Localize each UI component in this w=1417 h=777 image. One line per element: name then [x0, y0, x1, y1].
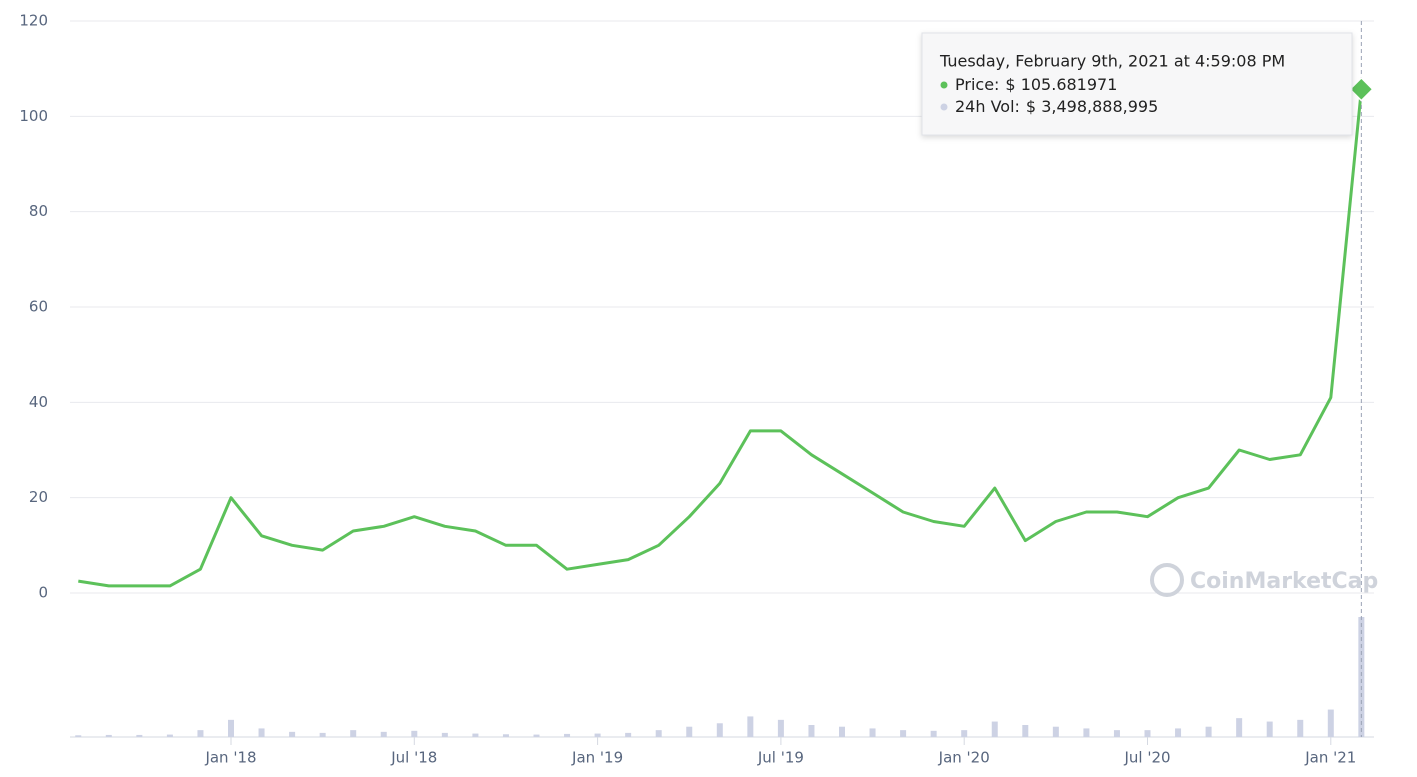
volume-bar — [258, 728, 265, 737]
volume-bar — [472, 733, 479, 737]
volume-bar — [105, 734, 112, 737]
volume-bar — [1236, 718, 1243, 737]
volume-bar — [900, 730, 907, 737]
tooltip-item: Price: $ 105.681971 — [955, 75, 1117, 94]
volume-bar — [441, 732, 448, 737]
volume-bar — [136, 734, 143, 737]
tooltip-box — [921, 32, 1353, 136]
x-tick-label: Jan '20 — [938, 749, 990, 767]
y-tick-label: 40 — [29, 393, 48, 411]
tooltip-label: Price: — [955, 75, 999, 94]
volume-bar — [869, 728, 876, 737]
hover-point — [1348, 76, 1374, 102]
y-tick-label: 100 — [19, 107, 48, 125]
volume-bar — [564, 733, 571, 737]
volume-bar — [1358, 617, 1365, 737]
volume-bar — [686, 726, 693, 737]
volume-bar — [961, 730, 968, 737]
x-tick-label: Jan '18 — [204, 749, 256, 767]
volume-bar — [777, 719, 784, 737]
x-tick-label: Jan '19 — [571, 749, 623, 767]
volume-bar — [1113, 730, 1120, 737]
volume-bar — [716, 723, 723, 737]
x-tick-label: Jul '18 — [390, 749, 437, 767]
watermark-logo — [1150, 563, 1184, 597]
volume-bar — [75, 735, 82, 737]
y-tick-label: 60 — [29, 298, 48, 316]
x-tick-label: Jul '19 — [757, 749, 804, 767]
x-tick-label: Jan '21 — [1304, 749, 1356, 767]
volume-bar — [1022, 724, 1029, 737]
volume-bar — [808, 724, 815, 737]
volume-bar — [319, 732, 326, 737]
volume-bar — [350, 730, 357, 737]
tooltip: Tuesday, February 9th, 2021 at 4:59:08 P… — [921, 32, 1353, 136]
volume-bar — [839, 726, 845, 737]
volume-bar — [594, 733, 601, 737]
volume-bar — [166, 734, 173, 737]
volume-bar — [1297, 719, 1304, 737]
volume-bar — [625, 732, 632, 737]
tooltip-value: $ 105.681971 — [1005, 75, 1117, 94]
volume-bar — [1175, 728, 1182, 737]
tooltip-dot — [940, 81, 948, 89]
volume-bar — [1052, 726, 1059, 737]
volume-bar — [380, 731, 387, 737]
y-tick-label: 0 — [38, 584, 48, 602]
volume-bar — [747, 716, 754, 737]
volume-bar — [1266, 721, 1273, 737]
volume-bar — [655, 730, 662, 737]
volume-bar — [1144, 730, 1151, 737]
volume-bar — [289, 731, 296, 737]
volume-bar — [411, 730, 418, 737]
volume-bar — [533, 734, 540, 737]
watermark-text: CoinMarketCap — [1190, 569, 1378, 594]
watermark: CoinMarketCap — [1150, 563, 1378, 597]
volume-bar — [502, 734, 509, 737]
volume-bar — [930, 730, 937, 737]
tooltip-value: $ 3,498,888,995 — [1026, 97, 1158, 116]
price-line — [78, 89, 1363, 588]
y-tick-label: 20 — [29, 488, 48, 506]
tooltip-title: Tuesday, February 9th, 2021 at 4:59:08 P… — [939, 52, 1285, 71]
volume-bar — [1327, 709, 1334, 737]
volume-bar — [228, 719, 234, 737]
volume-bar — [1083, 728, 1090, 737]
volume-bar — [1205, 726, 1212, 737]
tooltip-item: 24h Vol: $ 3,498,888,995 — [955, 97, 1158, 116]
volume-bar — [991, 721, 998, 737]
tooltip-dot — [940, 103, 948, 111]
tooltip-label: 24h Vol: — [955, 97, 1020, 116]
x-tick-label: Jul '20 — [1123, 749, 1170, 767]
y-tick-label: 120 — [19, 12, 48, 30]
volume-bar — [197, 730, 204, 737]
y-tick-label: 80 — [29, 202, 48, 220]
